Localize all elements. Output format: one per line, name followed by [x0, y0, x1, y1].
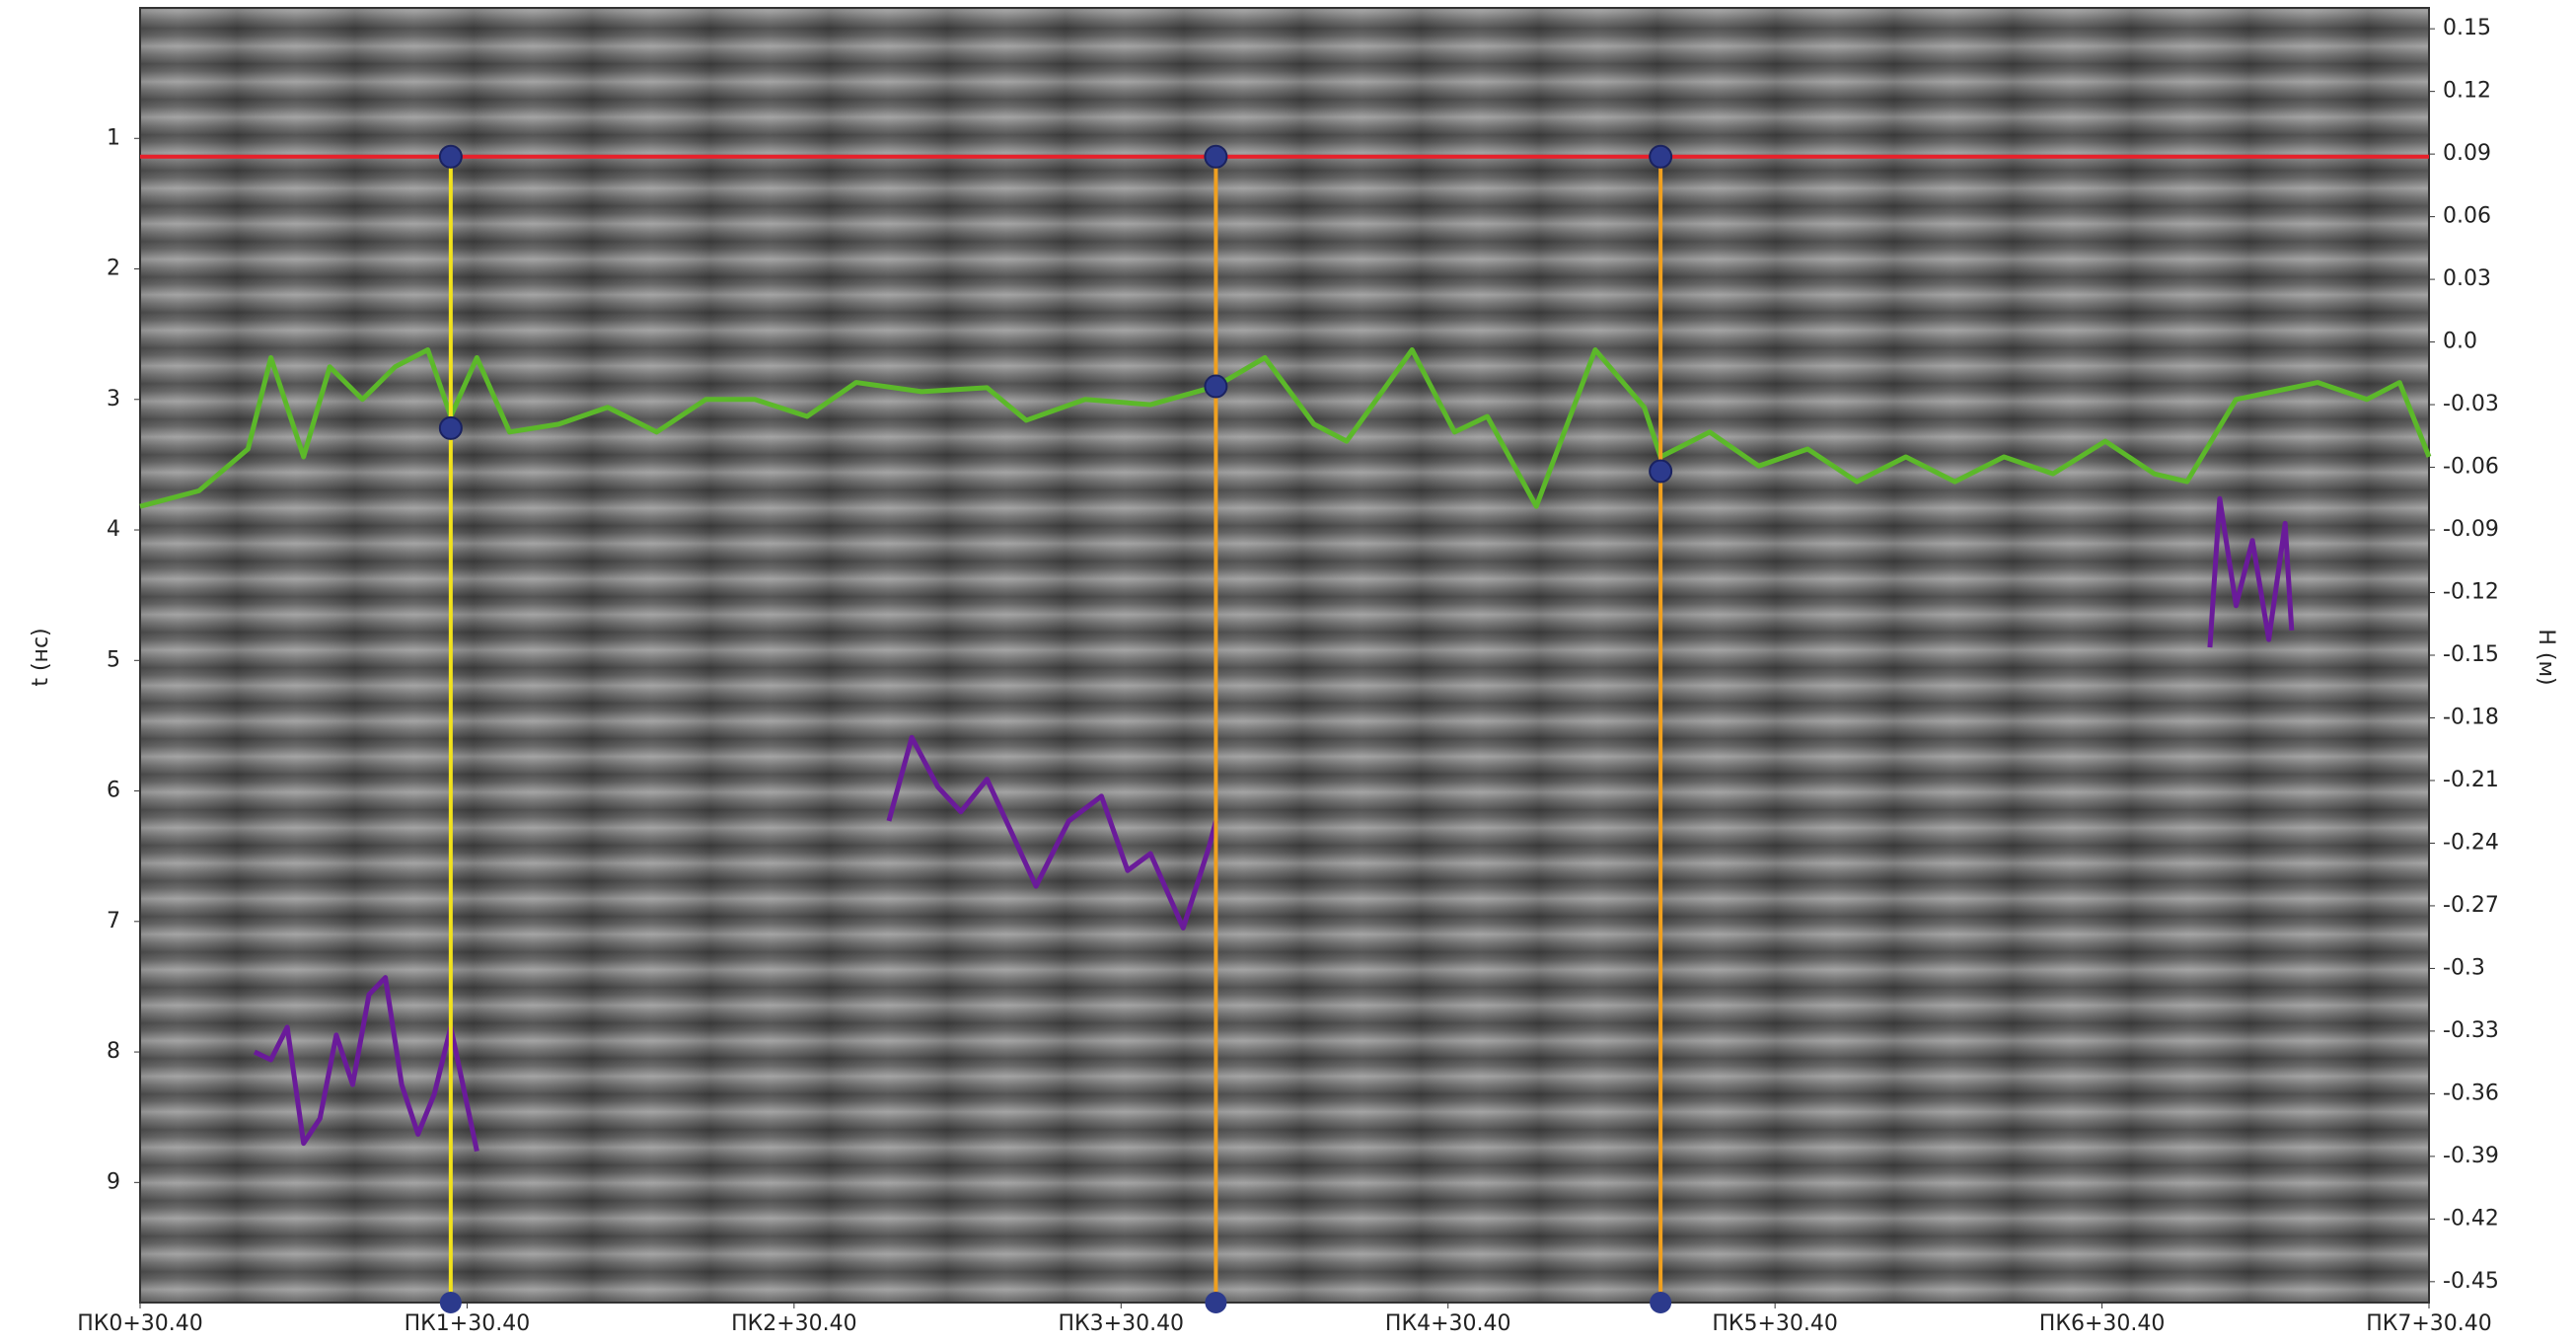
x-tick-label: ПК7+30.40: [2366, 1311, 2492, 1336]
marker-point: [1650, 146, 1671, 168]
marker-point: [1205, 376, 1226, 398]
y-tick-label: 3: [107, 387, 120, 411]
y2-tick-label: -0.39: [2443, 1144, 2499, 1168]
marker-end: [1205, 1292, 1226, 1313]
y2-tick-label: 0.03: [2443, 266, 2491, 291]
x-tick-label: ПК1+30.40: [405, 1311, 531, 1336]
y2-tick-label: -0.06: [2443, 455, 2499, 480]
radargram-texture: [140, 8, 2429, 1303]
y2-tick-label: 0.12: [2443, 79, 2491, 104]
y2-tick-label: -0.36: [2443, 1081, 2499, 1105]
x-tick-label: ПК6+30.40: [2039, 1311, 2166, 1336]
y-tick-label: 9: [107, 1169, 120, 1194]
y2-tick-label: -0.3: [2443, 955, 2485, 980]
x-tick-label: ПК4+30.40: [1385, 1311, 1511, 1336]
y2-tick-label: -0.12: [2443, 580, 2499, 605]
marker-end: [440, 1292, 462, 1313]
y2-tick-label: -0.42: [2443, 1206, 2499, 1231]
marker-end: [1650, 1292, 1671, 1313]
y-tick-label: 6: [107, 779, 120, 803]
x-tick-label: ПК5+30.40: [1712, 1311, 1838, 1336]
y-tick-label: 2: [107, 257, 120, 281]
radargram: t (нс) H (м) ПК0+30.40 ПК1+30.40 ПК2+30.40…: [0, 0, 2576, 1340]
marker-point: [440, 146, 462, 168]
y-axis-label: t (нс): [29, 628, 53, 686]
y2-tick-label: 0.06: [2443, 204, 2491, 229]
y-tick-label: 4: [107, 517, 120, 542]
y2-tick-label: 0.0: [2443, 330, 2477, 354]
page: {"chart_data": { "type": "line", "ylabel…: [0, 0, 2576, 1340]
y-tick-label: 1: [107, 125, 120, 150]
x-tick-label: ПК0+30.40: [77, 1311, 203, 1336]
y2-tick-label: 0.15: [2443, 16, 2491, 40]
y-tick-label: 7: [107, 909, 120, 933]
y2-tick-label: -0.18: [2443, 705, 2499, 729]
marker-point: [1650, 461, 1671, 483]
y2-tick-label: -0.09: [2443, 517, 2499, 542]
y2-axis-label: H (м): [2534, 629, 2558, 685]
x-tick-label: ПК3+30.40: [1058, 1311, 1184, 1336]
y2-tick-label: -0.27: [2443, 893, 2499, 918]
y2-tick-label: 0.09: [2443, 141, 2491, 166]
y2-tick-label: -0.15: [2443, 642, 2499, 667]
y-tick-label: 8: [107, 1039, 120, 1064]
y2-tick-label: -0.33: [2443, 1018, 2499, 1043]
marker-point: [1205, 146, 1226, 168]
x-tick-label: ПК2+30.40: [731, 1311, 857, 1336]
y2-tick-label: -0.24: [2443, 830, 2499, 855]
y2-tick-label: -0.21: [2443, 768, 2499, 792]
y2-tick-label: -0.03: [2443, 392, 2499, 416]
y2-tick-label: -0.45: [2443, 1269, 2499, 1294]
marker-point: [440, 417, 462, 439]
y-tick-label: 5: [107, 647, 120, 672]
